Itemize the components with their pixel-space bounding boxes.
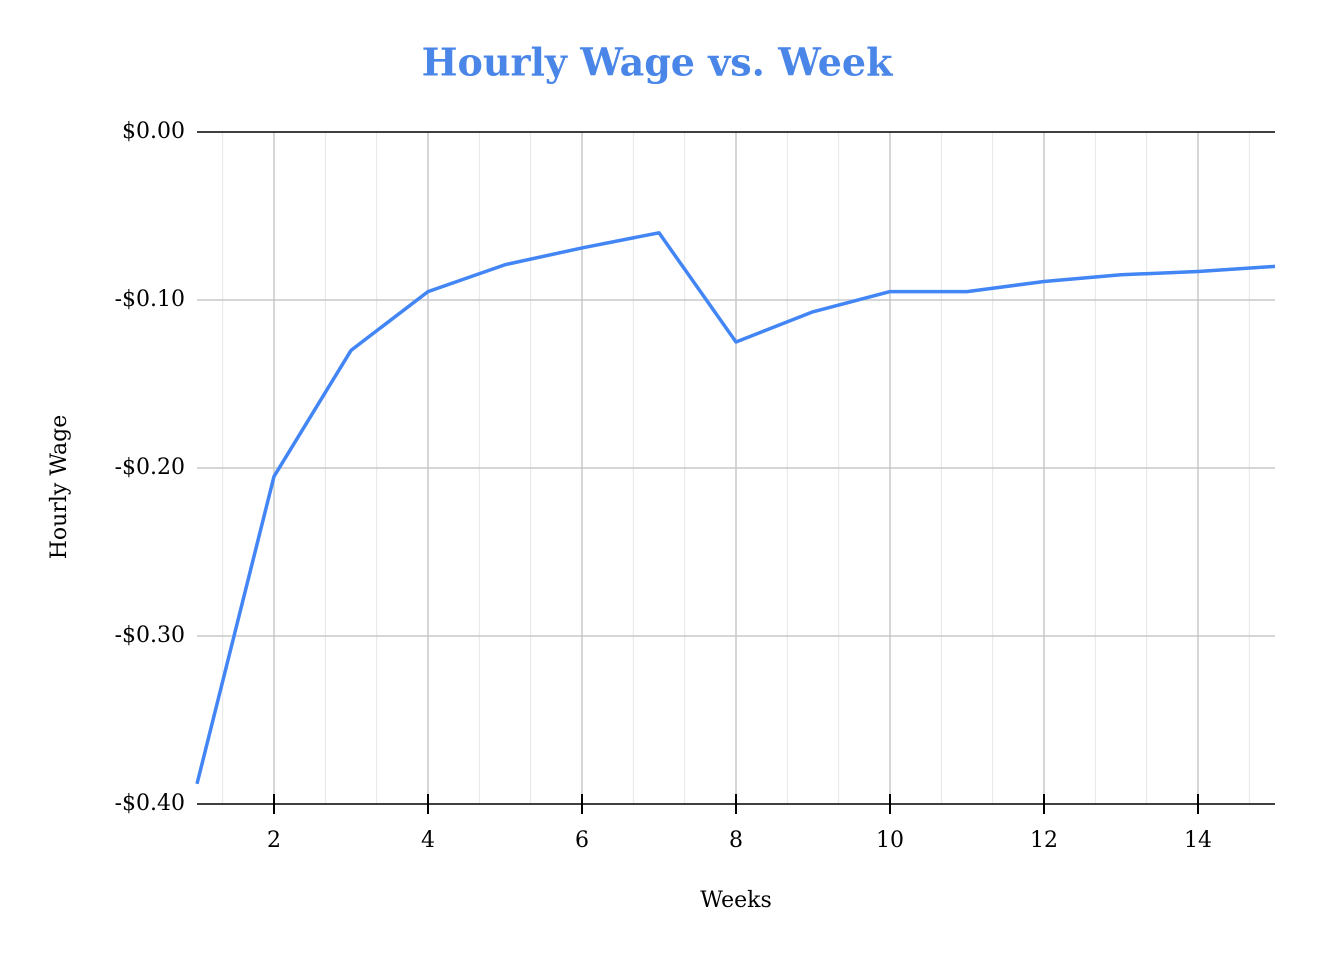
y-tick-label: -$0.40	[115, 791, 185, 816]
y-tick-label: -$0.10	[115, 287, 185, 312]
y-axis-label: Hourly Wage	[47, 415, 72, 560]
x-tick-label: 8	[729, 828, 743, 853]
x-tick-label: 14	[1184, 828, 1212, 853]
x-tick-label: 2	[267, 828, 281, 853]
x-tick-label: 4	[421, 828, 435, 853]
chart-title: Hourly Wage vs. Week	[422, 40, 893, 85]
x-tick-label: 6	[575, 828, 589, 853]
x-axis-label: Weeks	[700, 888, 771, 913]
y-tick-label: -$0.30	[115, 623, 185, 648]
x-tick-label: 10	[876, 828, 904, 853]
y-tick-label: $0.00	[122, 119, 185, 144]
y-tick-label: -$0.20	[115, 455, 185, 480]
x-tick-label: 12	[1030, 828, 1058, 853]
data-line	[195, 231, 1276, 785]
